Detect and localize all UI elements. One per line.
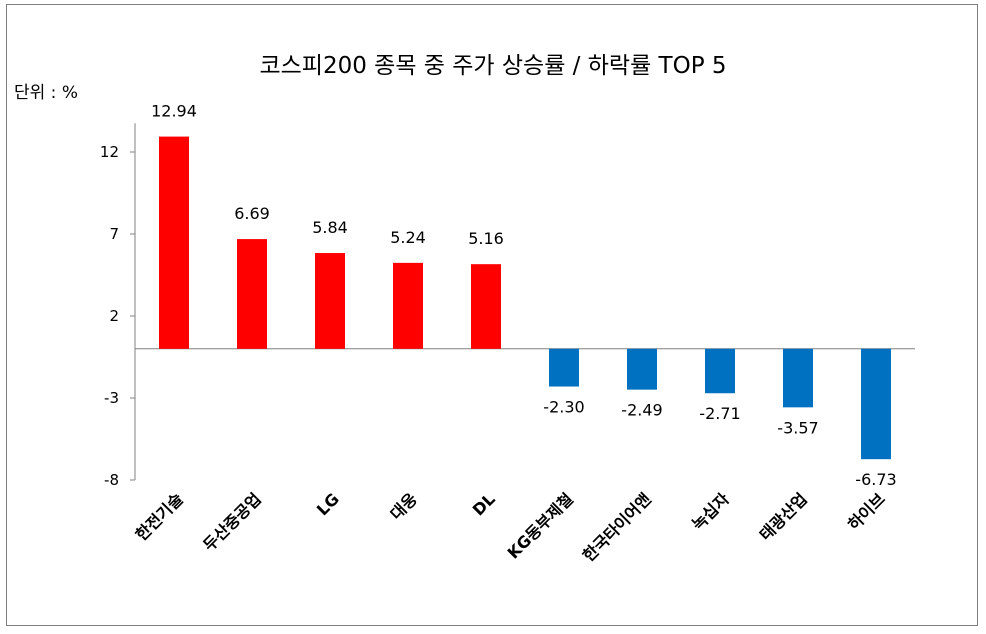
category-label: 한전기술 (132, 489, 187, 544)
bar (549, 348, 579, 387)
bar (705, 348, 735, 394)
category-label: 태광산업 (756, 489, 811, 544)
y-tick-label: -3 (104, 389, 119, 407)
chart-title: 코스피200 종목 중 주가 상승률 / 하락률 TOP 5 (259, 53, 727, 79)
y-tick-label: 7 (109, 225, 119, 243)
bar (627, 348, 657, 390)
bar (315, 253, 345, 349)
unit-label: 단위 : % (14, 83, 78, 103)
category-label: DL (469, 489, 499, 519)
category-label: LG (313, 489, 343, 519)
category-label: 하이브 (844, 489, 889, 534)
data-label: 5.84 (312, 218, 348, 237)
bar (471, 264, 501, 349)
bars (159, 136, 891, 460)
y-tick-label: 2 (109, 307, 119, 325)
data-label: 6.69 (234, 204, 270, 223)
bar (393, 262, 423, 349)
category-label: 녹십자 (688, 489, 733, 534)
y-tick-label: 12 (100, 143, 119, 161)
data-label: -6.73 (855, 470, 896, 489)
category-labels: 한전기술 두산중공업 LG 대웅 DL KG동부제철 한국타이어앤 녹십자 태광산업 하이브 (132, 489, 889, 565)
bar (159, 136, 189, 349)
bar (237, 239, 267, 349)
data-label: 12.94 (151, 102, 197, 121)
bar (861, 348, 891, 460)
data-labels: 12.94 6.69 5.84 5.24 5.16 -2.30 -2.49 -2.71 -3.5… (151, 102, 897, 490)
category-label: 대웅 (387, 489, 421, 523)
category-label: KG동부제철 (504, 489, 577, 562)
category-label: 한국타이어앤 (579, 489, 655, 565)
y-tick-label: -8 (104, 471, 119, 489)
data-label: -2.71 (699, 404, 740, 423)
bar (783, 348, 813, 408)
category-label: 두산중공업 (199, 489, 264, 554)
data-label: 5.16 (468, 229, 504, 248)
data-label: -2.30 (543, 398, 584, 417)
data-label: -2.49 (621, 401, 662, 420)
data-label: 5.24 (390, 228, 426, 247)
data-label: -3.57 (777, 418, 818, 437)
